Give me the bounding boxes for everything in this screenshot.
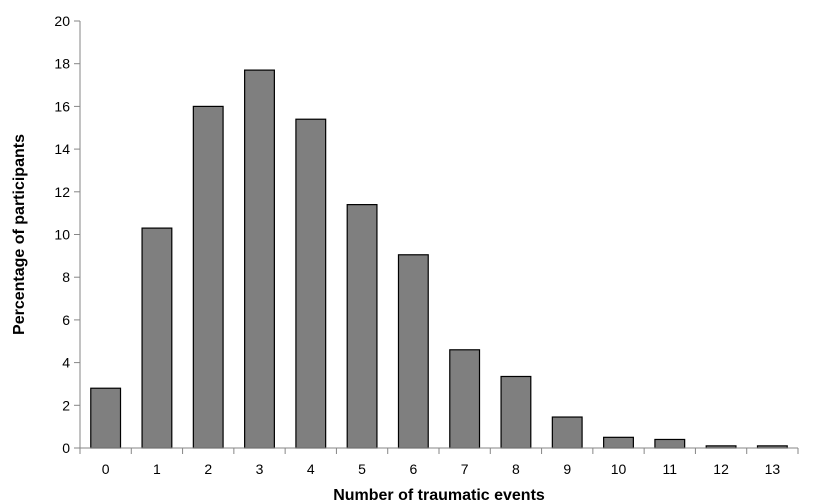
- x-tick-label: 13: [765, 461, 781, 477]
- x-tick-label: 1: [153, 461, 161, 477]
- x-tick-label: 4: [307, 461, 315, 477]
- x-tick-label: 5: [358, 461, 366, 477]
- x-tick-label: 7: [461, 461, 469, 477]
- bar-4: [295, 118, 327, 449]
- y-tick-label: 18: [54, 56, 70, 72]
- y-tick-label: 10: [54, 227, 70, 243]
- y-tick-label: 20: [54, 13, 70, 29]
- x-tick-label: 8: [512, 461, 520, 477]
- x-axis-ticks: 0 1 2 3 4 5 6 7 8 9 10 11 12 13: [79, 448, 799, 477]
- bar-2: [192, 105, 224, 449]
- y-tick-label: 2: [62, 397, 70, 413]
- x-tick-label: 11: [663, 461, 678, 477]
- bar-11: [654, 438, 686, 449]
- bars: [90, 69, 788, 449]
- bar-8: [500, 375, 532, 449]
- bar-5: [346, 204, 378, 449]
- x-tick-label: 0: [102, 461, 110, 477]
- y-tick-label: 14: [54, 141, 70, 157]
- y-tick-label: 6: [62, 312, 70, 328]
- y-tick-label: 4: [62, 355, 70, 371]
- y-tick-label: 12: [54, 184, 70, 200]
- bar-3: [244, 69, 275, 449]
- x-tick-label: 9: [563, 461, 571, 477]
- y-tick-label: 8: [62, 269, 70, 285]
- y-tick-label: 0: [62, 440, 70, 456]
- bar-6: [397, 254, 429, 449]
- x-tick-label: 3: [256, 461, 264, 477]
- y-axis-title: Percentage of participants: [11, 134, 28, 335]
- bar-9: [551, 416, 583, 449]
- bar-1: [141, 227, 173, 449]
- x-tick-label: 6: [409, 461, 417, 477]
- bar-0: [90, 387, 122, 449]
- x-axis-title: Number of traumatic events: [333, 487, 545, 504]
- bar-7: [449, 349, 481, 449]
- bar-10: [603, 436, 634, 449]
- y-axis-ticks: 0 2 4 6 8 10 12 14 16 18 20: [54, 13, 80, 456]
- x-tick-label: 10: [611, 461, 627, 477]
- x-tick-label: 12: [713, 461, 729, 477]
- y-tick-label: 16: [54, 98, 70, 114]
- x-tick-label: 2: [204, 461, 212, 477]
